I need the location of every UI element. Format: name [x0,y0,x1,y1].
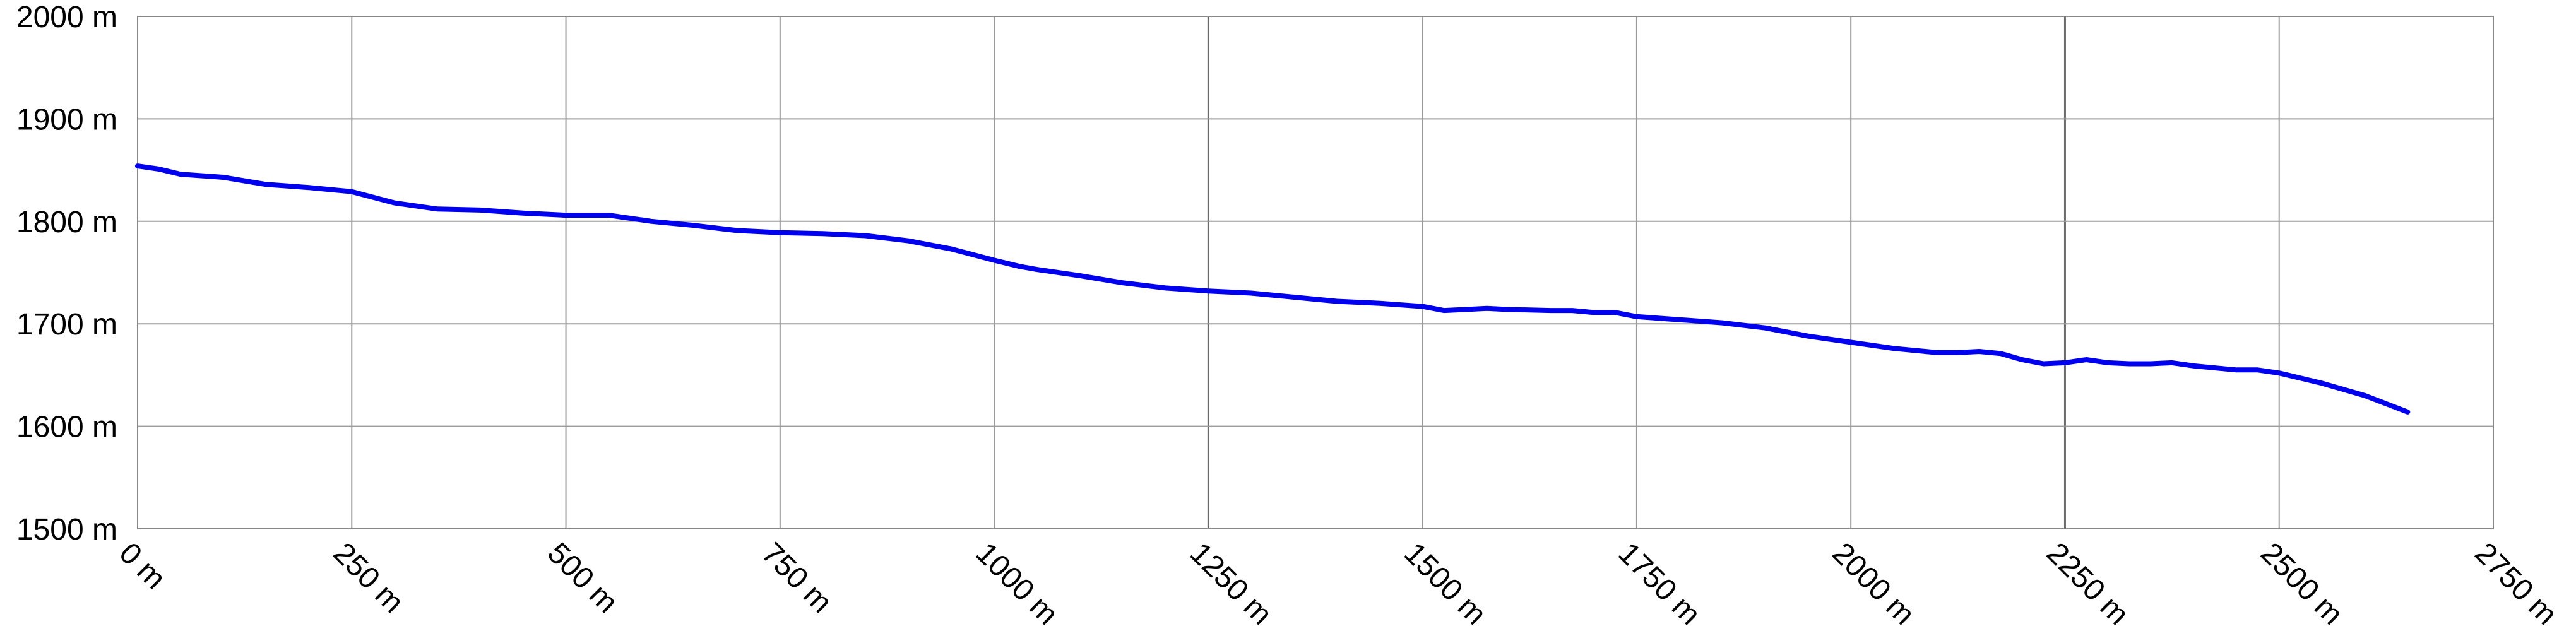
x-tick-label: 500 m [541,536,624,620]
y-tick-label: 2000 m [16,1,117,34]
plot-border [137,16,2494,529]
y-tick-label: 1600 m [16,411,117,444]
y-tick-label: 1800 m [16,206,117,239]
grid-layer [137,16,2494,529]
x-tick-label: 1250 m [1184,536,1279,631]
elevation-line [135,163,2411,415]
series-layer [135,163,2411,415]
x-tick-label: 1500 m [1398,536,1493,631]
x-tick-label: 750 m [755,536,838,620]
y-axis-tick-labels: 1500 m 1600 m 1700 m 1800 m 1900 m 2000 m [16,1,117,546]
x-tick-label: 2750 m [2468,536,2563,631]
x-tick-label: 250 m [327,536,410,620]
y-tick-label: 1900 m [16,103,117,136]
x-tick-label: 2250 m [2040,536,2135,631]
y-tick-label: 1700 m [16,308,117,341]
plot-frame [137,16,2494,529]
y-tick-label: 1500 m [16,513,117,546]
x-tick-label: 1000 m [970,536,1065,631]
x-tick-label: 2500 m [2254,536,2349,631]
x-tick-label: 2000 m [1826,536,1921,631]
x-tick-label: 0 m [112,536,172,596]
x-tick-label: 1750 m [1611,536,1707,631]
x-axis-tick-labels: 0 m 250 m 500 m 750 m 1000 m 1250 m 1500 m 1750… [112,536,2563,631]
